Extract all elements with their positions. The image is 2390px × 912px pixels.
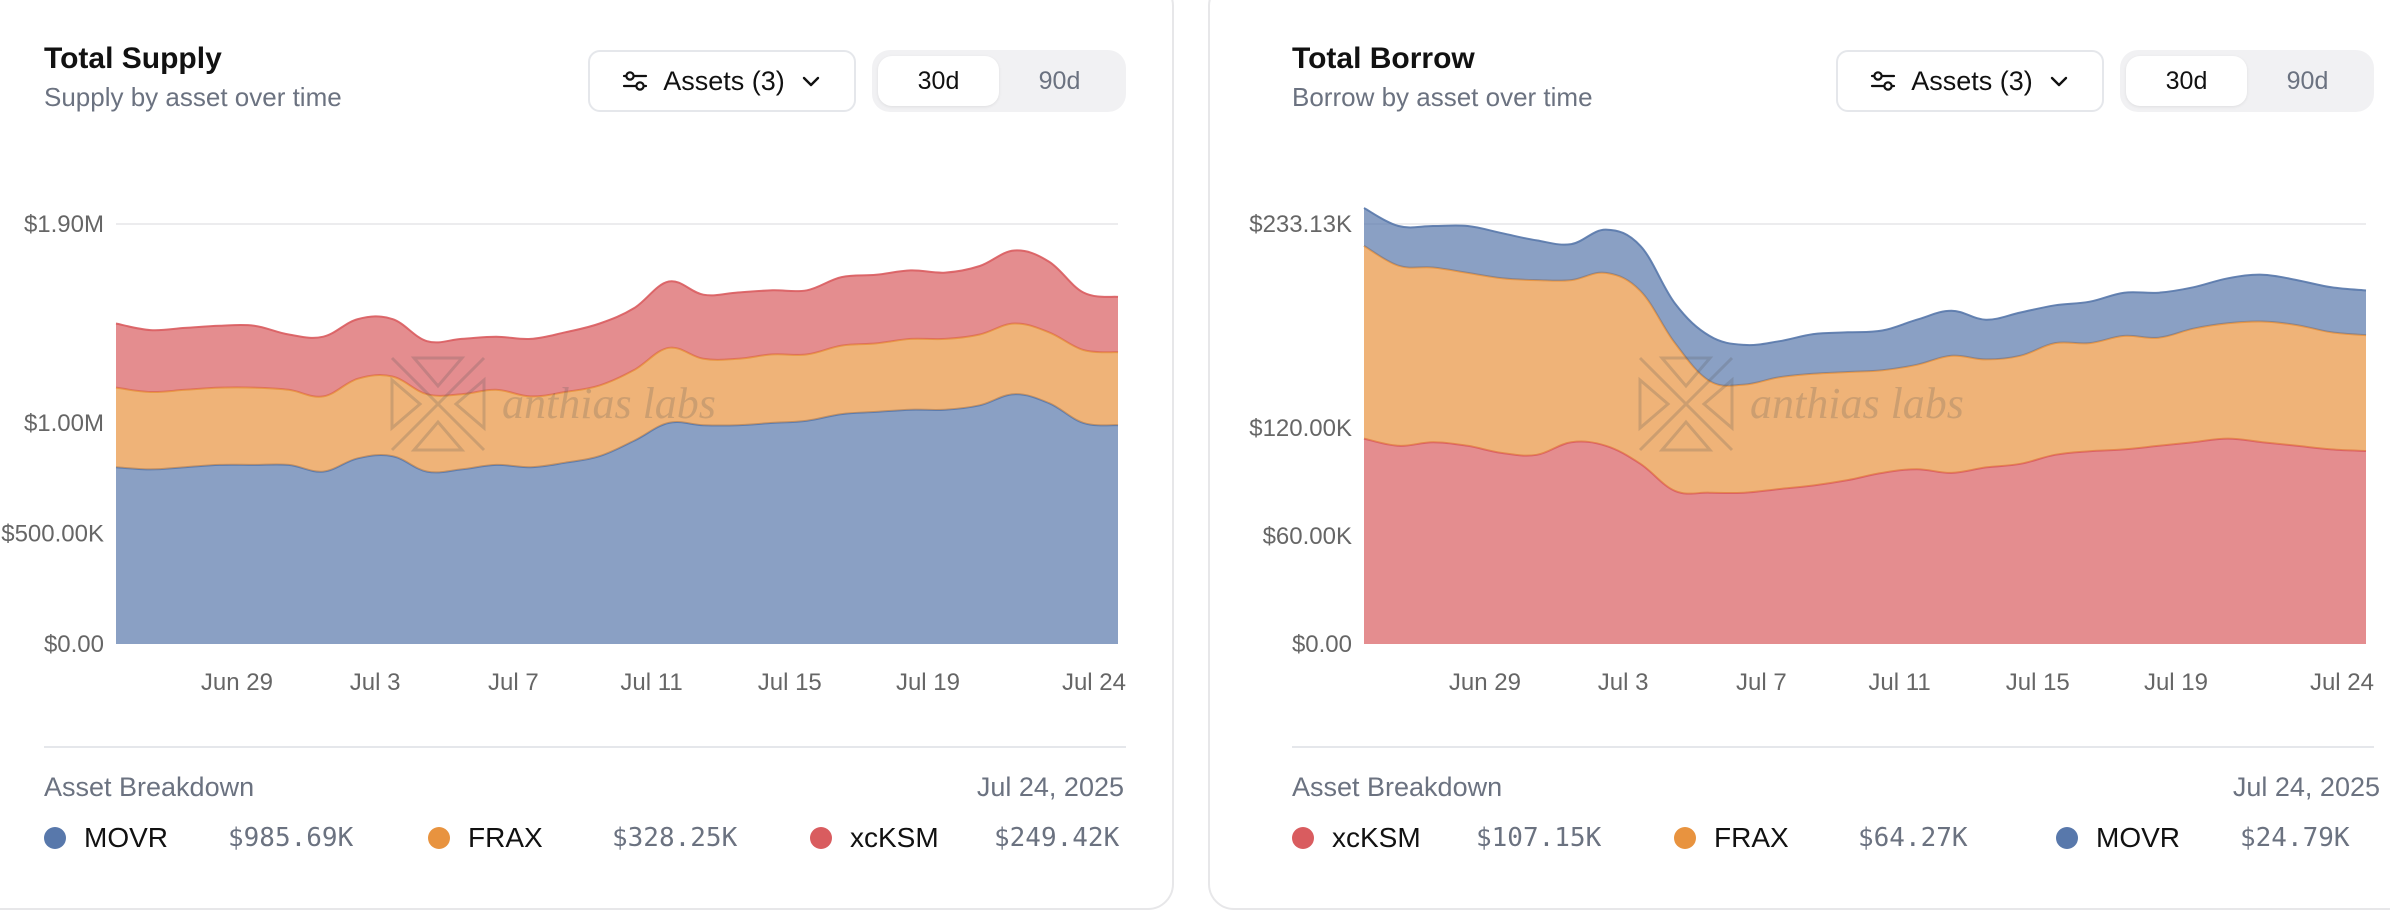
legend-asset-value: $64.27K [1858,823,1968,853]
area-movr [1364,208,2366,386]
legend-asset-name: MOVR [84,822,168,853]
x-tick-label: Jul 19 [2144,669,2208,696]
y-tick-label: $1.90M [24,211,104,238]
x-tick-label: Jul 7 [1736,669,1787,696]
legend-asset-name: FRAX [1714,822,1789,853]
x-tick-label: Jul 24 [2310,669,2374,696]
legend-asset-name: MOVR [2096,822,2180,853]
total-borrow-card: Total Borrow Borrow by asset over time A… [1208,0,2390,910]
legend-dot [1292,827,1314,849]
y-tick-label: $0.00 [44,631,104,658]
x-tick-label: Jul 11 [620,669,682,696]
x-tick-label: Jul 19 [896,669,960,696]
legend-dot [810,827,832,849]
breakdown-label: Asset Breakdown [1292,772,1503,802]
borrow-area-chart: $0.00 $60.00K $120.00K $233.13K Jun 29 Jul 3 J… [1249,207,2374,696]
divider [44,746,1126,748]
assets-button-label: Assets (3) [1911,65,2033,96]
watermark-logo [1638,356,1734,452]
range-90d-button[interactable]: 90d [1038,66,1081,95]
watermark-logo [390,356,486,452]
area-xcksm [1364,438,2366,644]
area-line-movr [1363,207,2367,347]
legend-item-xcksm: xcKSM $107.15K [1292,816,1601,860]
x-tick-label: Jul 3 [350,669,401,696]
card-subtitle: Borrow by asset over time [1292,82,1593,112]
x-tick-label: Jul 15 [2006,669,2070,696]
legend-item-xcksm: xcKSM $249.42K [810,816,1119,860]
legend-dot [44,827,66,849]
supply-area-chart: $0.00 $500.00K $1.00M $1.90M Jun 29 Jul 3 Jul … [1,211,1126,696]
total-supply-card: Total Supply Supply by asset over time A… [0,0,1174,910]
y-tick-label: $120.00K [1249,415,1352,442]
area-frax [1364,245,2366,494]
range-90d-button[interactable]: 90d [2286,66,2329,95]
assets-filter-button[interactable]: Assets (3) [588,50,856,112]
y-tick-label: $0.00 [1292,631,1352,658]
range-toggle: 30d 90d [872,50,1126,112]
x-tick-label: Jul 11 [1868,669,1930,696]
legend-asset-value: $328.25K [612,823,738,853]
assets-filter-button[interactable]: Assets (3) [1836,50,2104,112]
card-title: Total Supply [44,42,222,75]
breakdown-date: Jul 24, 2025 [2232,772,2380,802]
x-tick-label: Jul 7 [488,669,539,696]
legend-asset-name: xcKSM [850,822,939,853]
range-30d-button[interactable]: 30d [878,56,999,106]
y-tick-label: $233.13K [1249,211,1352,238]
sliders-icon [1871,71,1896,91]
legend-asset-value: $107.15K [1476,823,1602,853]
legend-item-movr: MOVR $24.79K [2056,816,2350,860]
legend-asset-value: $24.79K [2240,823,2350,853]
chevron-down-icon [802,76,819,87]
chevron-down-icon [2050,76,2067,87]
card-subtitle: Supply by asset over time [44,82,342,112]
breakdown-date: Jul 24, 2025 [976,772,1124,802]
x-tick-label: Jun 29 [1449,669,1521,696]
x-tick-label: Jul 3 [1598,669,1649,696]
y-tick-label: $1.00M [24,410,104,437]
legend-item-frax: FRAX $64.27K [1674,816,1968,860]
range-toggle: 30d 90d [2120,50,2374,112]
y-tick-label: $60.00K [1263,523,1352,550]
assets-button-label: Assets (3) [663,65,785,96]
watermark-text: anthias labs [502,379,716,428]
x-tick-label: Jun 29 [201,669,273,696]
legend-asset-value: $985.69K [228,823,354,853]
card-title: Total Borrow [1292,42,1475,75]
area-frax [116,323,1118,473]
legend-asset-name: FRAX [468,822,543,853]
legend-item-movr: MOVR $985.69K [44,816,353,860]
area-xcksm [116,250,1118,397]
sliders-icon [623,71,648,91]
x-tick-label: Jul 15 [758,669,822,696]
breakdown-label: Asset Breakdown [44,772,255,802]
legend-asset-value: $249.42K [994,823,1120,853]
range-30d-button[interactable]: 30d [2126,56,2247,106]
legend-item-frax: FRAX $328.25K [428,816,737,860]
watermark-text: anthias labs [1750,379,1964,428]
x-tick-label: Jul 24 [1062,669,1126,696]
divider [1292,746,2374,748]
legend-dot [2056,827,2078,849]
legend-asset-name: xcKSM [1332,822,1421,853]
legend-dot [1674,827,1696,849]
legend-dot [428,827,450,849]
y-tick-label: $500.00K [1,520,104,547]
area-line-xcksm [115,249,1119,344]
